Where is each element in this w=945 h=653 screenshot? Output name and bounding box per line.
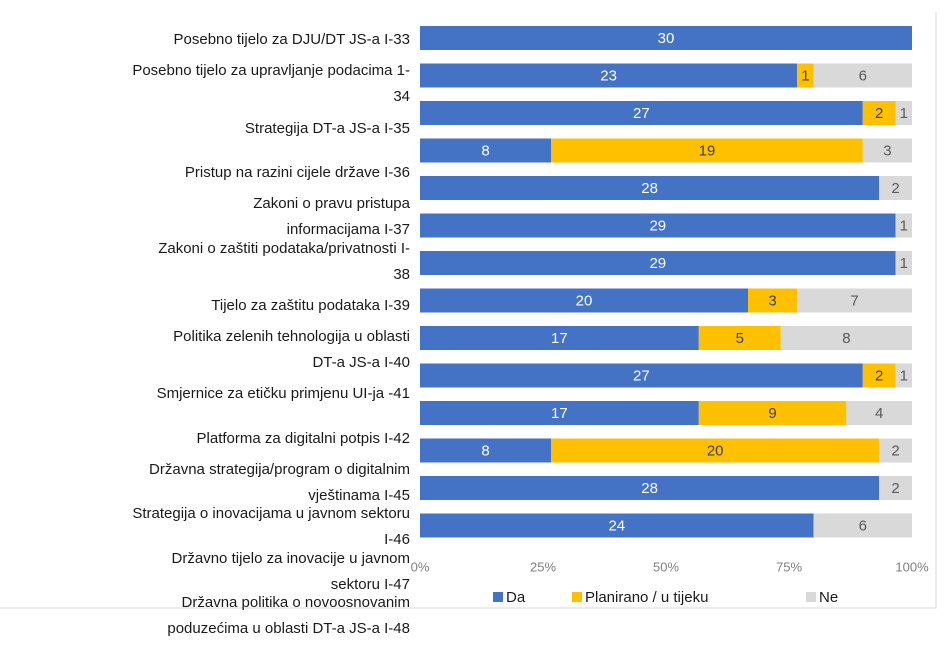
category-label: Državna strategija/program o digitalnim … — [149, 461, 410, 504]
data-label: 30 — [658, 30, 675, 47]
bar-segment — [420, 513, 814, 538]
data-label: 17 — [551, 330, 568, 347]
data-label: 19 — [699, 142, 716, 159]
data-label: 28 — [641, 480, 658, 497]
data-label: 6 — [859, 517, 867, 534]
bar-segment — [862, 138, 912, 163]
data-label: 3 — [883, 142, 891, 159]
data-label: 7 — [850, 292, 858, 309]
bar-segment — [879, 438, 912, 463]
bar-segment — [698, 326, 781, 350]
bar-segment — [420, 401, 699, 425]
category-label: Posebno tijelo za upravljanje podacima 1… — [132, 62, 410, 106]
data-label: 27 — [633, 367, 650, 384]
data-label: 1 — [900, 255, 908, 272]
bar-segment — [780, 326, 912, 350]
bar-segment — [895, 101, 912, 125]
bar-segment — [879, 176, 912, 200]
data-label: 24 — [608, 517, 625, 534]
data-label: 1 — [900, 367, 908, 384]
category-label: Tijelo za zaštitu podataka I-39 — [211, 296, 410, 314]
bar-segment — [862, 101, 896, 125]
category-label: Politika zelenih tehnologija u oblasti D… — [173, 328, 410, 372]
data-label: 4 — [875, 405, 883, 422]
bar-segment — [895, 363, 912, 388]
data-label: 20 — [576, 292, 593, 309]
data-label: 2 — [875, 105, 883, 122]
data-label: 29 — [649, 255, 666, 272]
data-label: 20 — [707, 442, 724, 459]
x-tick-label: 0% — [411, 559, 430, 574]
data-label: 8 — [481, 142, 489, 159]
data-label: 8 — [842, 330, 850, 347]
data-label: 2 — [891, 480, 899, 497]
bar-segment — [879, 476, 912, 500]
category-label: Zakoni o pravu pristupa informacijama I-… — [253, 195, 410, 239]
legend-label: Da — [506, 589, 526, 606]
bar-segment — [420, 251, 896, 275]
bar-segment — [420, 438, 552, 463]
bar-segment — [420, 176, 880, 200]
bar-segment — [797, 63, 814, 88]
data-label: 1 — [801, 67, 809, 84]
bar-segment — [420, 101, 863, 125]
bar-segment — [862, 363, 896, 388]
bar-segment — [551, 438, 880, 463]
bar-segment — [551, 138, 863, 163]
bar-segment — [420, 288, 748, 313]
x-tick-label: 75% — [776, 559, 802, 574]
legend-label: Ne — [819, 589, 838, 606]
category-label: Državno tijelo za inovacije u javnom sek… — [171, 549, 410, 593]
x-tick-label: 25% — [530, 559, 556, 574]
data-label: 23 — [600, 67, 617, 84]
bar-segment — [420, 363, 863, 388]
category-label: Posebno tijelo za DJU/DT JS-a I-33 — [173, 31, 411, 48]
data-label: 1 — [900, 105, 908, 122]
legend-swatch — [572, 592, 582, 602]
x-tick-label: 100% — [895, 559, 929, 574]
data-label: 2 — [875, 367, 883, 384]
category-label: Platforma za digitalni potpis I-42 — [196, 429, 410, 447]
category-label: Smjernice za etičku primjenu UI-ja -41 — [156, 385, 410, 403]
data-label: 28 — [641, 180, 658, 197]
legend-label: Planirano / u tijeku — [585, 589, 708, 606]
bar-segment — [420, 326, 699, 350]
bar-segment — [420, 63, 798, 88]
data-label: 2 — [891, 180, 899, 197]
data-label: 8 — [481, 442, 489, 459]
bar-segment — [698, 401, 847, 425]
category-label: Strategija DT-a JS-a I-35 — [244, 119, 410, 137]
bar-segment — [895, 251, 912, 275]
category-label: Zakoni o zaštiti podataka/privatnosti I-… — [158, 239, 410, 283]
data-label: 29 — [649, 217, 666, 234]
data-label: 2 — [891, 442, 899, 459]
bar-segment — [846, 401, 912, 425]
data-label: 17 — [551, 405, 568, 422]
category-label: Državna politika o novoosnovanim poduzeć… — [167, 593, 410, 637]
legend-swatch — [493, 592, 503, 602]
bar-segment — [813, 513, 912, 538]
data-label: 1 — [900, 217, 908, 234]
bar-segment — [748, 288, 798, 313]
bar-segment — [420, 476, 880, 500]
bar-segment — [420, 213, 896, 238]
data-label: 9 — [768, 405, 776, 422]
category-label: Strategija o inovacijama u javnom sektor… — [132, 505, 410, 549]
bar-segment — [895, 213, 912, 238]
bar-segment — [420, 26, 912, 50]
bar-segment — [797, 288, 912, 313]
bar-segment — [420, 138, 552, 163]
data-label: 27 — [633, 105, 650, 122]
bar-segment — [813, 63, 912, 88]
data-label: 3 — [768, 292, 776, 309]
x-tick-label: 50% — [653, 559, 679, 574]
data-label: 6 — [859, 67, 867, 84]
data-label: 5 — [736, 330, 744, 347]
legend-swatch — [806, 592, 816, 602]
category-label: Pristup na razini cijele države I-36 — [184, 163, 410, 181]
chart-frame — [0, 12, 937, 609]
